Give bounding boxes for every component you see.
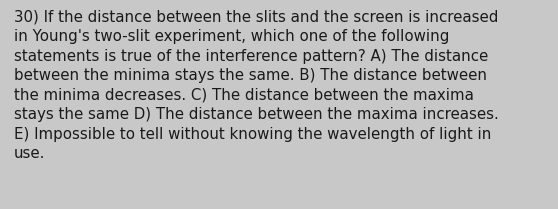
- Text: 30) If the distance between the slits and the screen is increased
in Young's two: 30) If the distance between the slits an…: [14, 9, 499, 161]
